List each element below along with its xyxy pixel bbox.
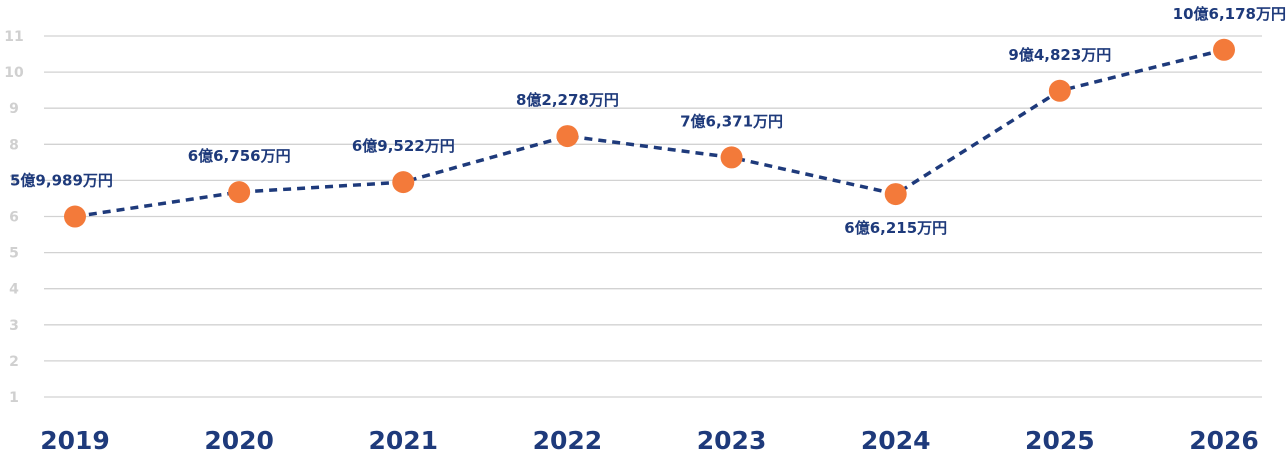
x-tick-label: 2022 (533, 426, 603, 455)
data-point (228, 181, 251, 204)
data-labels: 5億9,989万円 6億6,756万円 6億9,522万円 8億2,278万円 7億6,… (10, 5, 1286, 237)
y-axis-ticks: 1 2 3 4 5 6 7 8 9 10 11 (4, 29, 24, 406)
y-tick-label: 11 (4, 29, 23, 45)
data-point (720, 146, 743, 169)
y-tick-label: 7 (9, 173, 19, 189)
y-tick-label: 3 (9, 318, 19, 334)
x-tick-label: 2024 (861, 426, 931, 455)
data-points (64, 38, 1235, 228)
y-tick-label: 8 (9, 137, 19, 153)
data-label: 10億6,178万円 (1173, 5, 1286, 23)
data-point (392, 171, 415, 194)
data-point (64, 205, 86, 228)
data-point (1048, 79, 1071, 102)
x-tick-label: 2019 (40, 426, 110, 455)
grid-lines (44, 35, 1262, 398)
x-tick-label: 2020 (204, 426, 274, 455)
y-tick-label: 4 (9, 282, 19, 298)
data-label: 6億6,215万円 (844, 219, 947, 237)
x-tick-label: 2026 (1189, 426, 1259, 455)
x-tick-label: 2025 (1025, 426, 1095, 455)
y-tick-label: 5 (9, 246, 19, 262)
data-label: 5億9,989万円 (10, 172, 113, 190)
data-label: 7億6,371万円 (680, 112, 783, 130)
y-tick-label: 9 (9, 101, 19, 117)
x-tick-label: 2021 (368, 426, 438, 455)
data-point (1213, 38, 1235, 61)
data-label: 8億2,278万円 (516, 91, 619, 109)
y-tick-label: 6 (9, 210, 19, 226)
x-axis-ticks: 2019 2020 2021 2022 2023 2024 2025 2026 (40, 426, 1259, 455)
data-label: 9億4,823万円 (1008, 46, 1111, 64)
y-tick-label: 1 (9, 390, 19, 406)
data-point (884, 183, 907, 206)
data-point (556, 125, 579, 148)
x-tick-label: 2023 (697, 426, 767, 455)
series-line (74, 48, 1225, 219)
y-tick-label: 2 (9, 354, 19, 370)
data-label: 6億6,756万円 (188, 147, 291, 165)
y-tick-label: 10 (4, 65, 24, 81)
data-label: 6億9,522万円 (352, 137, 455, 155)
